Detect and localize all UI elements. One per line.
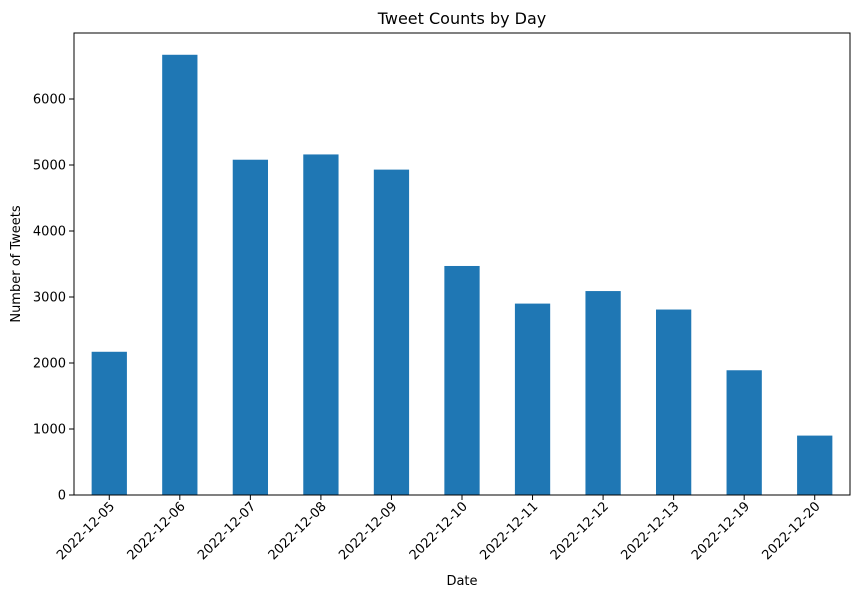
y-tick-label: 2000 [33,357,66,372]
x-axis-label: Date [446,574,477,589]
bars-group [91,54,833,495]
bar-2022-12-11 [514,303,551,495]
y-tick-label: 6000 [33,93,66,108]
bar-2022-12-06 [162,54,198,495]
bar-2022-12-08 [303,154,339,495]
bar-2022-12-12 [585,291,621,495]
x-tick-label: 2022-12-09 [336,499,400,563]
x-tick-label: 2022-12-20 [760,499,824,563]
x-tick-label: 2022-12-08 [266,499,330,563]
bar-2022-12-05 [91,351,127,495]
bar-2022-12-13 [656,309,692,495]
y-axis-label: Number of Tweets [9,205,24,323]
x-tick-label: 2022-12-06 [125,499,189,563]
x-tick-label: 2022-12-13 [618,499,682,563]
plot-frame [73,32,851,496]
bar-2022-12-19 [726,370,762,495]
bar-2022-12-20 [797,435,833,495]
x-tick-label: 2022-12-19 [689,499,753,563]
x-tick-label: 2022-12-10 [407,499,471,563]
y-tick-label: 0 [58,489,66,504]
y-tick-label: 1000 [33,423,66,438]
x-tick-label: 2022-12-05 [54,499,118,563]
bar-2022-12-09 [373,169,410,495]
chart-title: Tweet Counts by Day [377,9,547,28]
y-axis: 0 1000 2000 3000 4000 5000 6000 [33,93,74,504]
bar-2022-12-10 [444,265,480,495]
x-tick-label: 2022-12-07 [195,499,259,563]
x-axis: 2022-12-05 2022-12-06 2022-12-07 2022-12-08… [54,495,824,563]
y-tick-label: 4000 [33,225,66,240]
y-tick-label: 3000 [33,291,66,306]
y-tick-label: 5000 [33,159,66,174]
x-tick-label: 2022-12-11 [477,499,541,563]
x-tick-label: 2022-12-12 [548,499,612,563]
bar-2022-12-07 [232,159,268,495]
